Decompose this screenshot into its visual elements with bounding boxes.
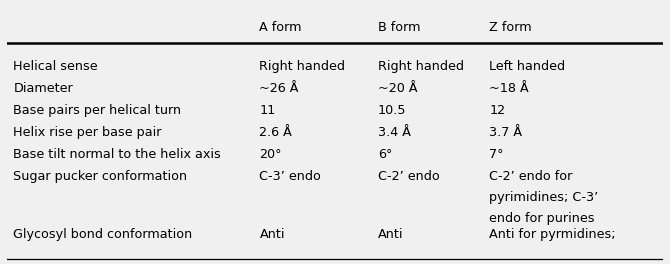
Text: ~26 Å: ~26 Å: [259, 82, 299, 95]
Text: Diameter: Diameter: [13, 82, 73, 95]
Text: Right handed: Right handed: [259, 60, 346, 73]
Text: 7°: 7°: [489, 148, 504, 161]
Text: ~18 Å: ~18 Å: [489, 82, 529, 95]
Text: pyrimidines; C-3’: pyrimidines; C-3’: [489, 191, 598, 204]
Text: Helix rise per base pair: Helix rise per base pair: [13, 125, 161, 139]
Text: 3.4 Å: 3.4 Å: [378, 125, 411, 139]
Text: C-2’ endo: C-2’ endo: [378, 169, 440, 182]
Text: Base tilt normal to the helix axis: Base tilt normal to the helix axis: [13, 148, 221, 161]
Text: Left handed: Left handed: [489, 60, 565, 73]
Text: 11: 11: [259, 103, 276, 116]
Text: A form: A form: [259, 21, 302, 34]
Text: Right handed: Right handed: [378, 60, 464, 73]
Text: 20°: 20°: [259, 148, 282, 161]
Text: ~20 Å: ~20 Å: [378, 82, 417, 95]
Text: C-3’ endo: C-3’ endo: [259, 169, 322, 182]
Text: C-2’ endo for: C-2’ endo for: [489, 169, 573, 182]
Text: Z form: Z form: [489, 21, 532, 34]
Text: 12: 12: [489, 103, 505, 116]
Text: 2.6 Å: 2.6 Å: [259, 125, 292, 139]
Text: 10.5: 10.5: [378, 103, 406, 116]
Text: Anti: Anti: [378, 228, 403, 241]
Text: endo for purines: endo for purines: [489, 213, 595, 225]
Text: 6°: 6°: [378, 148, 392, 161]
Text: Glycosyl bond conformation: Glycosyl bond conformation: [13, 228, 192, 241]
Text: Sugar pucker conformation: Sugar pucker conformation: [13, 169, 188, 182]
Text: B form: B form: [378, 21, 420, 34]
Text: Base pairs per helical turn: Base pairs per helical turn: [13, 103, 182, 116]
Text: 3.7 Å: 3.7 Å: [489, 125, 523, 139]
Text: Anti for pyrmidines;: Anti for pyrmidines;: [489, 228, 616, 241]
Text: Helical sense: Helical sense: [13, 60, 98, 73]
Text: Anti: Anti: [259, 228, 285, 241]
